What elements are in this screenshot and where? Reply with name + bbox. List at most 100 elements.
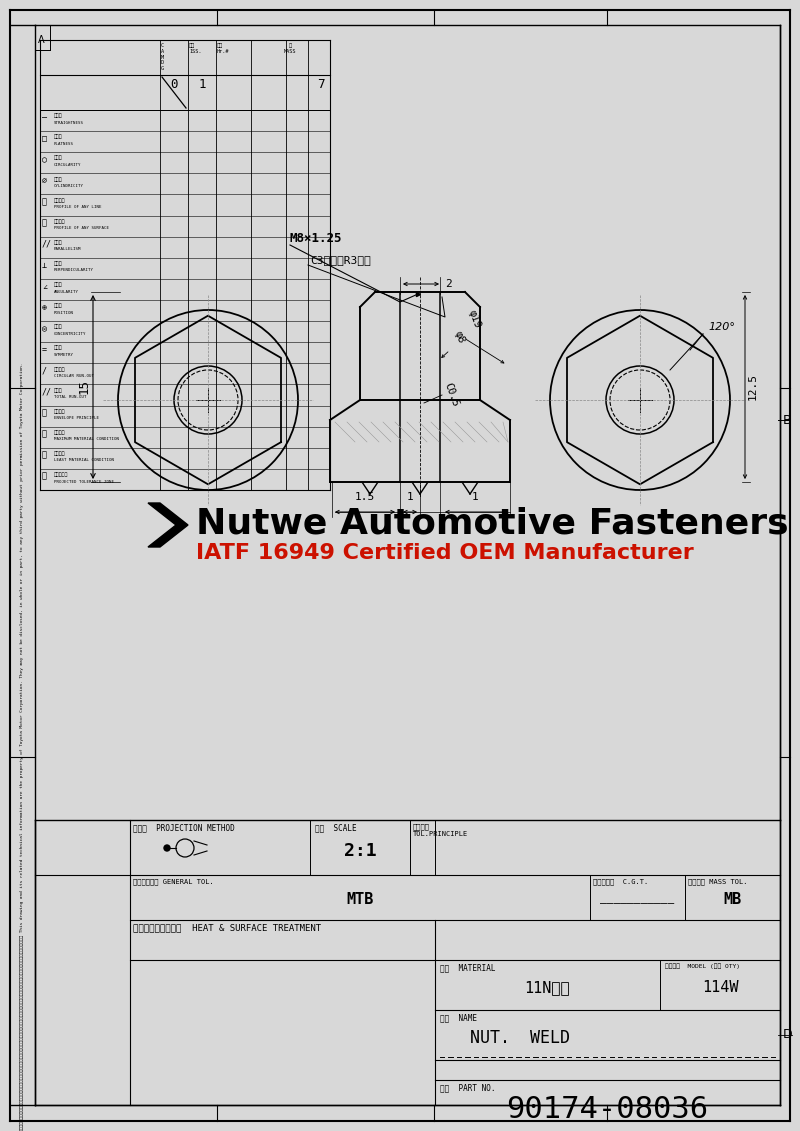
Text: 2: 2 (445, 279, 452, 290)
Text: □: □ (42, 133, 47, 143)
Text: NUT.  WELD: NUT. WELD (470, 1029, 570, 1047)
Text: PROJECTED TOLERANCE ZONE: PROJECTED TOLERANCE ZONE (54, 480, 114, 484)
Text: SYMMETRY: SYMMETRY (54, 353, 74, 357)
Text: 2:1: 2:1 (344, 841, 376, 860)
Text: PERPENDICULARITY: PERPENDICULARITY (54, 268, 94, 273)
Text: C
A
M
D
G: C A M D G (161, 43, 164, 71)
Text: 傾斜度: 傾斜度 (54, 282, 62, 287)
Text: ∠: ∠ (42, 282, 47, 291)
Text: 114W: 114W (702, 981, 738, 995)
Text: 投影法  PROJECTION METHOD: 投影法 PROJECTION METHOD (133, 823, 234, 832)
Text: ___________: ___________ (600, 895, 674, 905)
Text: 材料処理・表面処理  HEAT & SURFACE TREATMENT: 材料処理・表面処理 HEAT & SURFACE TREATMENT (133, 923, 321, 932)
Text: /: / (42, 366, 47, 375)
Text: ⊥: ⊥ (42, 260, 47, 269)
Text: 7: 7 (318, 78, 325, 90)
Text: ANGULARITY: ANGULARITY (54, 290, 79, 294)
Text: 12.5: 12.5 (748, 373, 758, 400)
Text: M8×1.25: M8×1.25 (290, 232, 342, 245)
Text: 品名  NAME: 品名 NAME (440, 1013, 477, 1022)
Text: TOTAL RUN-OUT: TOTAL RUN-OUT (54, 395, 86, 399)
Text: 11N以上: 11N以上 (525, 981, 570, 995)
Text: ⌣: ⌣ (42, 218, 47, 227)
Text: 1: 1 (406, 492, 414, 502)
Text: 最小実体: 最小実体 (54, 451, 66, 456)
Text: φ8: φ8 (453, 330, 466, 345)
Text: ◎: ◎ (42, 323, 47, 333)
Text: φ19: φ19 (467, 309, 483, 330)
Text: PROFILE OF ANY SURFACE: PROFILE OF ANY SURFACE (54, 226, 109, 231)
Text: CIRCULARITY: CIRCULARITY (54, 163, 82, 167)
Text: ENVELOPE PRINCIPLE: ENVELOPE PRINCIPLE (54, 416, 99, 421)
Text: A: A (38, 35, 45, 45)
Text: 尺度  SCALE: 尺度 SCALE (315, 823, 357, 832)
Text: 材質  MATERIAL: 材質 MATERIAL (440, 962, 495, 972)
Text: 1: 1 (198, 78, 206, 90)
Text: IATF 16949 Certified OEM Manufacturer: IATF 16949 Certified OEM Manufacturer (196, 543, 694, 563)
Text: LEAST MATERIAL CONDITION: LEAST MATERIAL CONDITION (54, 458, 114, 463)
Text: ∅: ∅ (42, 176, 47, 185)
Text: 量
MASS: 量 MASS (284, 43, 297, 54)
Text: 最大実体: 最大実体 (54, 430, 66, 434)
Text: 定殻小公差  C.G.T.: 定殻小公差 C.G.T. (593, 878, 648, 884)
Text: FLATNESS: FLATNESS (54, 141, 74, 146)
Text: 対称度: 対称度 (54, 345, 62, 351)
Polygon shape (148, 503, 188, 547)
Text: C0.5: C0.5 (442, 381, 460, 408)
Text: =: = (42, 345, 47, 354)
Text: MB: MB (723, 892, 742, 907)
Text: 突出公差域: 突出公差域 (54, 472, 68, 477)
Text: 0: 0 (170, 78, 178, 90)
Text: 公差方式
TOL.PRINCIPLE: 公差方式 TOL.PRINCIPLE (413, 823, 468, 837)
Text: 円周振れ: 円周振れ (54, 366, 66, 371)
Text: CIRCULAR RUN-OUT: CIRCULAR RUN-OUT (54, 374, 94, 378)
Text: 1: 1 (472, 492, 478, 502)
Text: 品番  PART NO.: 品番 PART NO. (440, 1083, 495, 1093)
Text: ○: ○ (42, 155, 47, 164)
Text: //: // (42, 240, 52, 249)
Text: ⌢: ⌢ (42, 197, 47, 206)
Text: 15: 15 (78, 380, 91, 395)
Text: CYLINDRICITY: CYLINDRICITY (54, 184, 84, 188)
Text: Nutwe Automotive Fasteners: Nutwe Automotive Fasteners (196, 506, 789, 539)
Text: ⊕: ⊕ (42, 303, 47, 312)
Text: 任意面の: 任意面の (54, 218, 66, 224)
Text: POSITION: POSITION (54, 311, 74, 314)
Text: PROFILE OF ANY LINE: PROFILE OF ANY LINE (54, 205, 102, 209)
Text: MTB: MTB (346, 892, 374, 907)
Text: STRAIGHTNESS: STRAIGHTNESS (54, 121, 84, 124)
Text: 全振れ: 全振れ (54, 388, 62, 392)
Text: 本図面及びここに示された技術情報はトヨタ自動車株式会社の所有であり、同社の事前の承認なくその全部または一部を第三者に開示し複製し使用することは禁止します。 Th: 本図面及びここに示された技術情報はトヨタ自動車株式会社の所有であり、同社の事前の… (20, 363, 24, 1131)
Text: CONCENTRICITY: CONCENTRICITY (54, 331, 86, 336)
Text: 位置度: 位置度 (54, 303, 62, 309)
Text: 1.5: 1.5 (355, 492, 375, 502)
Text: B: B (783, 414, 792, 426)
Circle shape (164, 845, 170, 851)
Text: 平面度: 平面度 (54, 135, 62, 139)
Text: MAXIMUM MATERIAL CONDITION: MAXIMUM MATERIAL CONDITION (54, 438, 119, 441)
Text: Ⓟ: Ⓟ (42, 472, 47, 481)
Text: 承認
Hr.#: 承認 Hr.# (217, 43, 230, 54)
Text: Ⓓ: Ⓓ (42, 408, 47, 417)
Text: 平行度: 平行度 (54, 240, 62, 245)
Text: 真円度: 真円度 (54, 155, 62, 161)
Text: //: // (42, 387, 52, 396)
Text: 任意線の: 任意線の (54, 198, 66, 202)
Text: Ⓜ: Ⓜ (42, 430, 47, 439)
Text: 円筒度: 円筒度 (54, 176, 62, 182)
Text: 90174-08036: 90174-08036 (506, 1095, 709, 1124)
Text: 符号
ISS.: 符号 ISS. (189, 43, 202, 54)
Text: Ⓛ: Ⓛ (42, 450, 47, 459)
Text: 普通寸法公差 GENERAL TOL.: 普通寸法公差 GENERAL TOL. (133, 878, 214, 884)
Text: 120°: 120° (708, 322, 735, 333)
Text: D: D (783, 1028, 793, 1042)
Text: 質量公差 MASS TOL.: 質量公差 MASS TOL. (688, 878, 747, 884)
Text: 真直度: 真直度 (54, 113, 62, 119)
Text: —: — (42, 113, 47, 122)
Text: C3またはR3以下: C3またはR3以下 (310, 254, 370, 265)
Text: 直角度: 直角度 (54, 261, 62, 266)
Text: 適用車種  MODEL (型式 OTY): 適用車種 MODEL (型式 OTY) (665, 962, 740, 968)
Text: 同心度: 同心度 (54, 325, 62, 329)
Text: 輪郭公差: 輪郭公差 (54, 408, 66, 414)
Text: PARALLELISM: PARALLELISM (54, 248, 82, 251)
